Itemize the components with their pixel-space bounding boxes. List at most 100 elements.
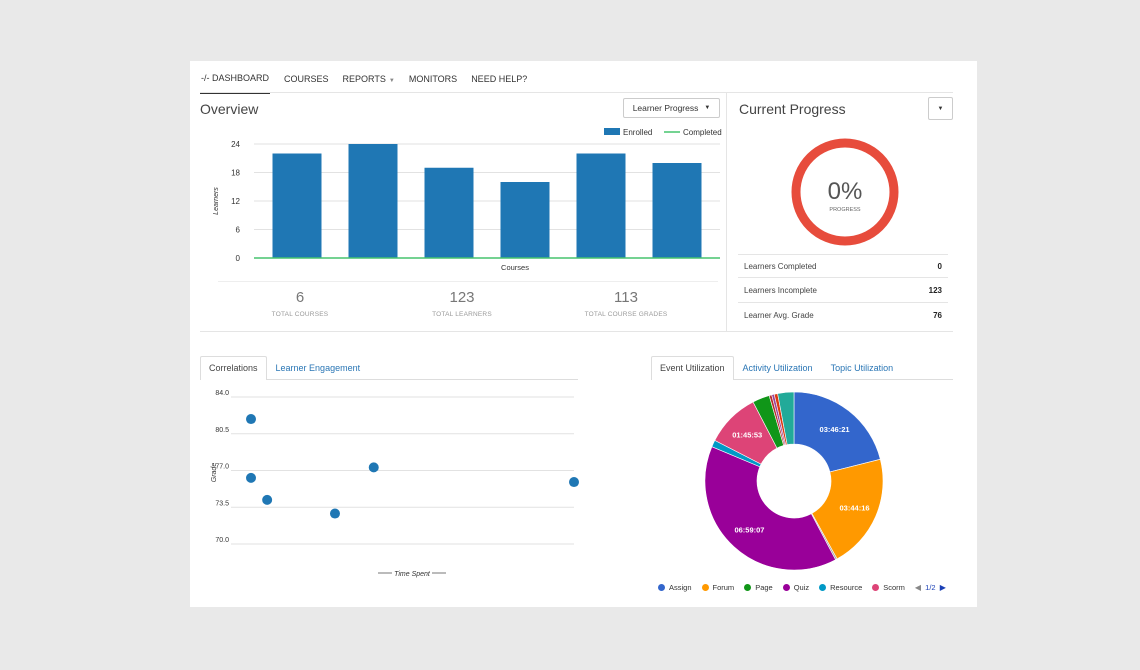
legend-page-indicator: 1/2 [925,583,936,592]
tab-activity-utilization[interactable]: Activity Utilization [734,356,822,380]
legend-swatch [701,584,709,591]
prev-arrow-icon[interactable]: ◀ [914,583,922,592]
legend-label: Scorm [883,583,905,592]
progress-ring: 0% PROGRESS [791,138,899,246]
scatter-point [246,472,256,483]
stat-total-learners: 123 TOTAL LEARNERS [392,289,532,318]
learner-progress-dropdown-label: Learner Progress [632,103,699,113]
tab-correlations[interactable]: Correlations [200,356,267,380]
legend-item-page[interactable]: Page [744,583,773,592]
legend-swatch [658,584,665,591]
code-icon: -/- [201,73,210,83]
next-arrow-icon[interactable]: ▶ [939,583,946,592]
stat-total-courses-label: TOTAL COURSES [271,311,329,318]
tab-event-utilization-label: Event Utilization [660,363,725,373]
bar-enrolled [272,153,322,258]
bar-enrolled [348,144,398,258]
row-learners-completed-value: 0 [937,261,942,271]
nav-dashboard[interactable]: -/- DASHBOARD [200,68,271,94]
stat-total-course-grades-label: TOTAL COURSE GRADES [584,311,668,318]
nav-reports-label: REPORTS [342,74,386,84]
legend-label: Quiz [793,583,810,592]
tab-topic-utilization[interactable]: Topic Utilization [822,356,903,380]
overview-title: Overview [200,101,259,117]
panel-divider [726,93,727,331]
y-tick-label: 73.5 [215,500,229,507]
learner-progress-dropdown[interactable]: Learner Progress ▼ [623,98,720,118]
legend-swatch [782,584,790,591]
row-learner-avg-grade-label: Learner Avg. Grade [744,310,814,320]
tab-learner-engagement[interactable]: Learner Engagement [267,356,370,380]
y-tick-label: 80.5 [215,427,229,434]
y-tick-label: 12 [231,197,240,206]
row-learner-avg-grade: Learner Avg. Grade 76 [738,303,948,327]
progress-caption: PROGRESS [829,207,861,213]
donut-slice-label: 01:45:53 [732,430,762,439]
stat-total-course-grades: 113 TOTAL COURSE GRADES [556,289,696,318]
donut-slice [793,392,881,473]
y-tick-label: 70.0 [215,537,229,544]
legend-item-quiz[interactable]: Quiz [782,583,810,592]
legend-item-resource[interactable]: Resource [819,583,862,592]
donut-slice [777,392,795,445]
correlation-scatter-chart: 70.0 73.5 77.0 80.5 84.0 Grade Time Spent [211,390,579,578]
legend-item-forum[interactable]: Forum [701,583,734,592]
tab-activity-utilization-label: Activity Utilization [742,363,813,373]
y-axis-label: Learners [213,187,220,215]
nav-need-help-label: NEED HELP? [471,74,528,84]
stat-total-courses: 6 TOTAL COURSES [230,289,370,318]
legend-item-assign[interactable]: Assign [658,583,692,592]
legend-label-completed: Completed [683,128,722,137]
legend-swatch-enrolled [604,128,620,135]
stat-total-learners-label: TOTAL LEARNERS [432,311,492,318]
nav-reports[interactable]: REPORTS ▼ [343,69,395,93]
legend-swatch [872,584,880,591]
y-tick-label: 84.0 [215,390,229,397]
y-tick-label: 18 [231,169,240,178]
current-progress-dropdown[interactable]: ▼ [928,97,953,120]
correlations-tab-line [200,379,578,380]
nav-courses[interactable]: COURSES [284,69,329,93]
nav-divider [200,92,953,93]
row-learners-incomplete-label: Learners Incomplete [744,286,817,295]
event-utilization-donut-chart: 03:46:21 03:44:16 06:59:07 01:45:53 [705,392,884,571]
donut-slice [705,446,836,571]
scatter-point [262,494,273,505]
x-axis-label: Time Spent [394,571,431,578]
nav-monitors[interactable]: MONITORS [409,69,457,93]
x-axis-label: Courses [501,263,529,272]
legend-item-scorm[interactable]: Scorm [872,583,905,592]
bar-enrolled [576,153,626,258]
legend-label: Page [755,583,773,592]
nav-need-help[interactable]: NEED HELP? [471,69,527,93]
bar-enrolled [500,182,550,258]
y-tick-label: 0 [236,254,241,263]
row-learners-incomplete-value: 123 [928,286,942,295]
y-tick-label: 6 [236,226,241,235]
top-nav: -/- DASHBOARD COURSES REPORTS ▼ MONITORS … [200,68,541,94]
legend-swatch [744,584,752,591]
tab-topic-utilization-label: Topic Utilization [830,363,894,373]
scatter-point [329,508,340,519]
legend-label: Assign [669,583,692,592]
stats-divider [218,281,718,282]
overview-bar-chart: 0 6 12 18 24 Learners Courses Enrolled Completed [213,128,722,272]
y-tick-label: 24 [231,140,240,149]
nav-monitors-label: MONITORS [408,74,458,84]
tab-event-utilization[interactable]: Event Utilization [651,356,734,380]
legend-swatch [819,584,827,591]
legend-label-enrolled: Enrolled [623,128,652,137]
correlations-tabs: Correlations Learner Engagement [200,356,369,380]
dashboard-card: -/- DASHBOARD COURSES REPORTS ▼ MONITORS … [190,61,977,607]
nav-dashboard-label: DASHBOARD [212,73,270,83]
legend-label: Resource [830,583,863,592]
section-divider [200,331,953,332]
row-learner-avg-grade-value: 76 [933,310,942,320]
chevron-down-icon: ▼ [704,105,711,111]
scatter-point [569,477,579,488]
donut-slice-label: 06:59:07 [734,526,764,535]
y-tick-label: 77.0 [215,464,229,471]
stat-total-learners-value: 123 [449,289,475,306]
bar-enrolled [424,167,474,258]
tab-correlations-label: Correlations [209,363,258,373]
